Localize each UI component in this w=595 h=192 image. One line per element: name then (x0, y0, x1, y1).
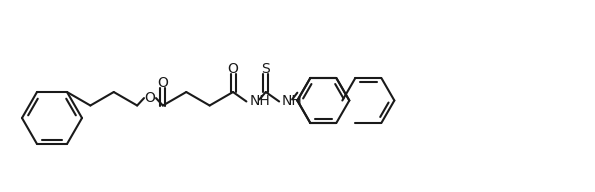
Text: O: O (158, 75, 168, 89)
Text: S: S (261, 62, 270, 76)
Text: NH: NH (282, 94, 303, 108)
Text: NH: NH (249, 94, 270, 108)
Text: O: O (145, 91, 155, 105)
Text: O: O (227, 62, 239, 76)
